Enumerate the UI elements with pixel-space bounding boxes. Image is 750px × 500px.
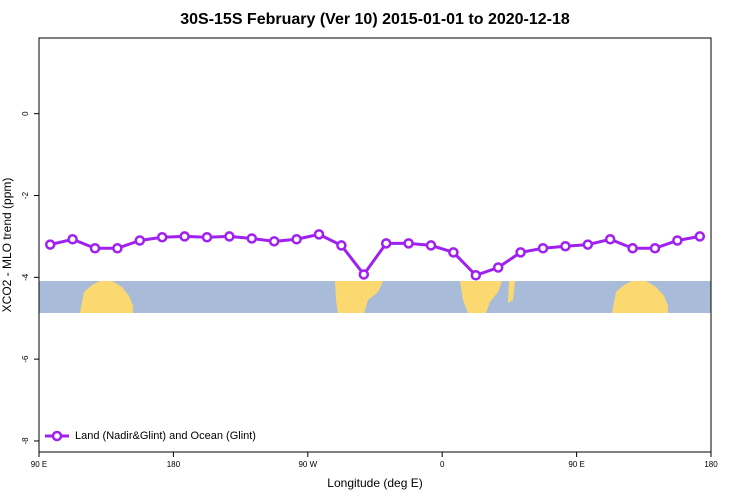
point: [268, 236, 280, 247]
point: [403, 238, 414, 249]
x-tick-label: 90 E: [31, 460, 47, 469]
y-tick-label: -4: [21, 273, 30, 281]
point: [156, 231, 168, 243]
point: [649, 243, 661, 254]
land: [335, 281, 383, 313]
y-tick-label: -8: [21, 437, 30, 445]
point: [492, 262, 504, 273]
x-tick-label: 0: [440, 460, 445, 469]
x-tick-label: 180: [167, 460, 181, 469]
land: [80, 281, 133, 313]
chart-title: 30S-15S February (Ver 10) 2015-01-01 to …: [180, 11, 570, 28]
point: [291, 234, 302, 245]
point: [44, 239, 56, 250]
legend-marker: [51, 430, 63, 442]
point: [694, 231, 706, 242]
land: [460, 281, 502, 313]
point: [627, 243, 638, 254]
x-tick-label: 180: [704, 460, 718, 469]
x-tick-label: 90 W: [298, 460, 317, 469]
x-axis-label: Longitude (deg E): [327, 476, 422, 490]
point: [313, 229, 325, 240]
point: [224, 231, 235, 242]
point: [380, 238, 392, 249]
point: [582, 239, 594, 250]
point: [537, 243, 549, 254]
plot-frame: [38, 37, 712, 453]
land: [508, 281, 515, 303]
series-line: [49, 232, 701, 278]
y-axis-label: XCO2 - MLO trend (ppm): [0, 178, 14, 313]
point: [604, 234, 616, 245]
point: [672, 235, 683, 246]
point: [470, 270, 482, 281]
point: [89, 243, 101, 254]
point: [134, 235, 146, 246]
point: [515, 247, 526, 258]
y-tick-label: 0: [21, 111, 30, 116]
point: [179, 231, 190, 242]
point: [67, 234, 78, 245]
point: [358, 269, 370, 280]
point: [112, 243, 123, 254]
y-tick-label: -2: [21, 191, 30, 199]
point: [246, 233, 258, 244]
map-strip: [39, 281, 711, 313]
x-tick-label: 90 E: [568, 460, 584, 469]
y-tick-label: -6: [21, 355, 30, 363]
point: [336, 240, 347, 251]
point: [448, 247, 459, 258]
point: [201, 231, 213, 243]
point: [560, 240, 571, 252]
legend-label: Land (Nadir&Glint) and Ocean (Glint): [75, 430, 256, 442]
land: [612, 281, 668, 313]
point: [425, 240, 437, 251]
